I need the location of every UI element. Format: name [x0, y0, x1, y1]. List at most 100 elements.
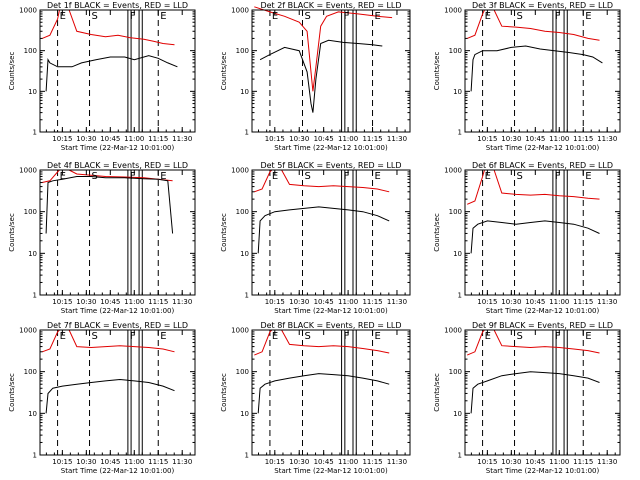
y-axis-label: Counts/sec: [220, 213, 228, 252]
y-tick-label: 100: [236, 208, 249, 216]
state-marker-label: E: [585, 171, 591, 182]
series-line-lld: [42, 169, 173, 183]
x-tick-label: 10:45: [525, 298, 545, 306]
x-tick-label: 11:15: [573, 298, 593, 306]
x-tick-label: 10:15: [52, 458, 72, 466]
x-tick-label: 10:45: [525, 458, 545, 466]
state-marker-label: E: [60, 11, 66, 22]
y-axis-label: Counts/sec: [220, 52, 228, 91]
x-tick-label: 11:15: [362, 135, 382, 143]
series-line-events: [470, 220, 600, 254]
x-axis-label: Start Time (22-Mar-12 10:01:00): [274, 307, 388, 315]
chart-panel-det-7: 1 10 100 1000 10:15 10:30 10:45 11:00 11:15 11:30…: [8, 321, 196, 475]
series-line-lld: [467, 9, 600, 41]
x-tick-label: 11:30: [387, 135, 407, 143]
x-axis-label: Start Time (22-Mar-12 10:01:00): [274, 144, 388, 152]
x-tick-label: 10:30: [289, 458, 309, 466]
plot-frame: [39, 169, 196, 296]
y-axis-label: Counts/sec: [433, 373, 441, 412]
plot-frame: [39, 329, 196, 456]
series-line-events: [45, 176, 174, 234]
plot-frame: [251, 329, 411, 456]
x-axis-label: Start Time (22-Mar-12 10:01:00): [61, 467, 175, 475]
y-tick-label: 100: [24, 368, 37, 376]
state-marker-label: S: [517, 171, 523, 182]
y-tick-label: 100: [24, 47, 37, 55]
x-tick-label: 10:45: [100, 298, 120, 306]
x-tick-label: 11:00: [124, 298, 144, 306]
y-tick-label: 1: [458, 292, 462, 300]
x-tick-label: 11:00: [124, 458, 144, 466]
series-line-lld: [42, 329, 175, 353]
y-tick-label: 10: [28, 88, 37, 96]
state-marker-label: E: [60, 331, 66, 342]
x-tick-label: 10:15: [265, 298, 285, 306]
state-marker-label: F: [555, 171, 561, 182]
chart-panel-det-3: 1 10 100 1000 10:15 10:30 10:45 11:00 11:15 11:30…: [433, 1, 621, 152]
state-marker-label: F: [130, 11, 136, 22]
y-axis-label: Counts/sec: [8, 373, 16, 412]
y-tick-label: 10: [28, 250, 37, 258]
x-tick-label: 11:00: [549, 458, 569, 466]
series-line-lld: [467, 169, 600, 205]
x-tick-label: 11:00: [549, 135, 569, 143]
x-tick-label: 11:15: [148, 458, 168, 466]
series-line-lld: [254, 6, 393, 92]
chart-title: Det 4f BLACK = Events, RED = LLD: [47, 161, 188, 170]
series-line-events: [257, 206, 390, 254]
plot-frame: [251, 9, 411, 133]
chart-panel-det-4: 1 10 100 1000 10:15 10:30 10:45 11:00 11:15 11:30…: [8, 161, 196, 315]
x-tick-label: 10:15: [52, 135, 72, 143]
x-tick-label: 10:45: [100, 135, 120, 143]
y-axis-label: Counts/sec: [433, 213, 441, 252]
y-tick-label: 1: [245, 129, 249, 137]
x-tick-label: 10:15: [265, 458, 285, 466]
y-tick-label: 1: [33, 129, 37, 137]
y-tick-label: 1000: [19, 327, 37, 335]
x-tick-label: 10:15: [477, 458, 497, 466]
x-tick-label: 10:30: [501, 458, 521, 466]
y-tick-label: 1: [458, 452, 462, 460]
x-axis-label: Start Time (22-Mar-12 10:01:00): [274, 467, 388, 475]
x-tick-label: 11:00: [124, 135, 144, 143]
y-axis-label: Counts/sec: [8, 213, 16, 252]
y-tick-label: 1000: [231, 7, 249, 15]
x-tick-label: 11:00: [338, 298, 358, 306]
x-tick-label: 10:30: [289, 135, 309, 143]
state-marker-label: E: [375, 171, 381, 182]
y-tick-label: 100: [449, 208, 462, 216]
y-tick-label: 1: [33, 452, 37, 460]
y-axis-label: Counts/sec: [8, 52, 16, 91]
y-tick-label: 1000: [231, 327, 249, 335]
y-tick-label: 100: [449, 47, 462, 55]
state-marker-label: E: [585, 331, 591, 342]
state-marker-label: E: [485, 11, 491, 22]
x-tick-label: 10:30: [289, 298, 309, 306]
state-marker-label: S: [517, 331, 523, 342]
series-line-events: [259, 39, 383, 113]
x-tick-label: 11:15: [573, 458, 593, 466]
state-marker-label: E: [375, 331, 381, 342]
x-tick-label: 11:15: [362, 458, 382, 466]
y-tick-label: 1000: [231, 167, 249, 175]
x-tick-label: 10:15: [265, 135, 285, 143]
x-tick-label: 10:30: [76, 458, 96, 466]
x-axis-label: Start Time (22-Mar-12 10:01:00): [61, 144, 175, 152]
y-tick-label: 10: [28, 410, 37, 418]
plot-frame: [464, 9, 621, 133]
state-marker-label: E: [160, 171, 166, 182]
state-marker-label: F: [130, 331, 136, 342]
plot-frame: [39, 9, 196, 133]
y-tick-label: 1000: [444, 167, 462, 175]
y-tick-label: 1000: [444, 327, 462, 335]
series-line-events: [45, 378, 175, 414]
y-tick-label: 10: [240, 410, 249, 418]
x-axis-label: Start Time (22-Mar-12 10:01:00): [486, 307, 600, 315]
series-line-events: [45, 55, 178, 92]
series-line-lld: [467, 329, 600, 356]
chart-panel-det-2: 1 10 100 1000 10:15 10:30 10:45 11:00 11:15 11:30…: [220, 1, 411, 152]
chart-panel-det-9: 1 10 100 1000 10:15 10:30 10:45 11:00 11:15 11:30…: [433, 321, 621, 475]
x-tick-label: 11:00: [549, 298, 569, 306]
y-tick-label: 1000: [19, 7, 37, 15]
